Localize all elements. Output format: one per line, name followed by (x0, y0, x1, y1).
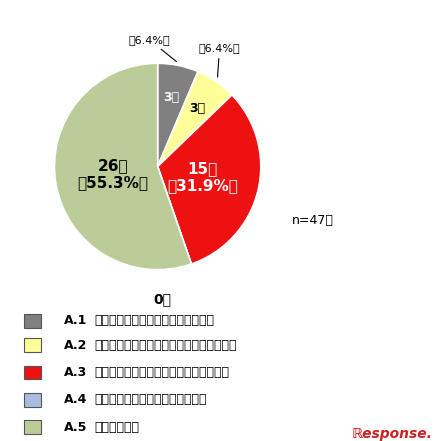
Text: 免許取得を認めるよう促している: 免許取得を認めるよう促している (95, 393, 207, 407)
Text: 免許を取得させないよう促している: 免許を取得させないよう促している (95, 314, 215, 327)
Text: A.2: A.2 (64, 339, 87, 352)
Wedge shape (158, 71, 232, 167)
FancyBboxPatch shape (24, 421, 41, 434)
Text: （6.4%）: （6.4%） (199, 43, 240, 77)
Text: A.5: A.5 (64, 421, 87, 434)
Text: その他の方針: その他の方針 (95, 421, 139, 434)
Text: 3件: 3件 (164, 91, 180, 104)
Text: 15件
（31.9%）: 15件 （31.9%） (167, 161, 238, 194)
Wedge shape (55, 64, 191, 269)
Wedge shape (158, 167, 191, 264)
Wedge shape (158, 95, 261, 264)
Text: 26件
（55.3%）: 26件 （55.3%） (77, 158, 148, 190)
Wedge shape (158, 64, 198, 167)
FancyBboxPatch shape (24, 339, 41, 352)
Text: 0件: 0件 (154, 292, 172, 306)
Text: A.4: A.4 (64, 393, 87, 407)
Text: A.3: A.3 (64, 366, 87, 379)
Text: 一定の条件付きで許可するよう促している: 一定の条件付きで許可するよう促している (95, 339, 237, 352)
FancyBboxPatch shape (24, 366, 41, 379)
FancyBboxPatch shape (24, 314, 41, 328)
Text: （6.4%）: （6.4%） (128, 35, 176, 62)
FancyBboxPatch shape (24, 393, 41, 407)
Text: 免許取得についてとくに制限していない: 免許取得についてとくに制限していない (95, 366, 230, 379)
Text: ℝesponse.: ℝesponse. (352, 427, 433, 441)
Text: 3件: 3件 (189, 102, 205, 115)
Text: n=47⤶: n=47⤶ (292, 213, 334, 227)
Text: A.1: A.1 (64, 314, 87, 327)
